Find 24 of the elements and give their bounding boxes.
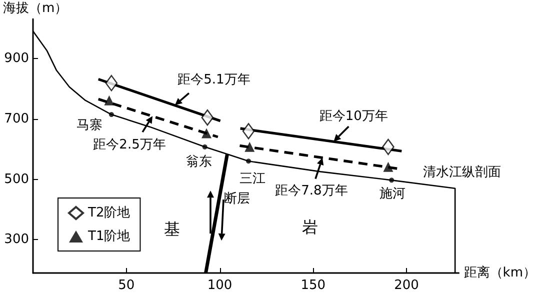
annotation: 距今10万年 bbox=[319, 108, 388, 124]
annotation: 距今2.5万年 bbox=[93, 138, 166, 153]
annotation: 三江 bbox=[240, 172, 266, 187]
annotation: 基 bbox=[164, 220, 180, 238]
annotation: 清水江纵剖面 bbox=[423, 164, 502, 180]
annotation: 施河 bbox=[380, 186, 406, 202]
x-tick-label: 150 bbox=[300, 278, 326, 293]
x-axis-title: 距离（km） bbox=[464, 264, 536, 280]
x-tick-label: 100 bbox=[207, 278, 232, 293]
annotation: 距今5.1万年 bbox=[178, 72, 250, 88]
y-tick-label: 900 bbox=[4, 50, 29, 66]
x-tick-label: 50 bbox=[118, 278, 135, 293]
y-tick-label: 700 bbox=[4, 111, 29, 126]
legend-label: T2阶地 bbox=[87, 206, 130, 220]
annotation: 翁东 bbox=[186, 154, 212, 170]
y-tick-label: 300 bbox=[4, 232, 29, 248]
x-tick-label: 200 bbox=[394, 278, 419, 293]
annotation: 距今7.8万年 bbox=[275, 183, 348, 198]
annotation: 断层 bbox=[224, 191, 250, 206]
y-tick-label: 500 bbox=[4, 172, 29, 187]
annotation: 马寨 bbox=[76, 117, 102, 134]
annotation: 岩 bbox=[302, 218, 318, 236]
y-axis-title: 海拔（m） bbox=[3, 1, 68, 16]
legend-label: T1阶地 bbox=[87, 229, 130, 244]
